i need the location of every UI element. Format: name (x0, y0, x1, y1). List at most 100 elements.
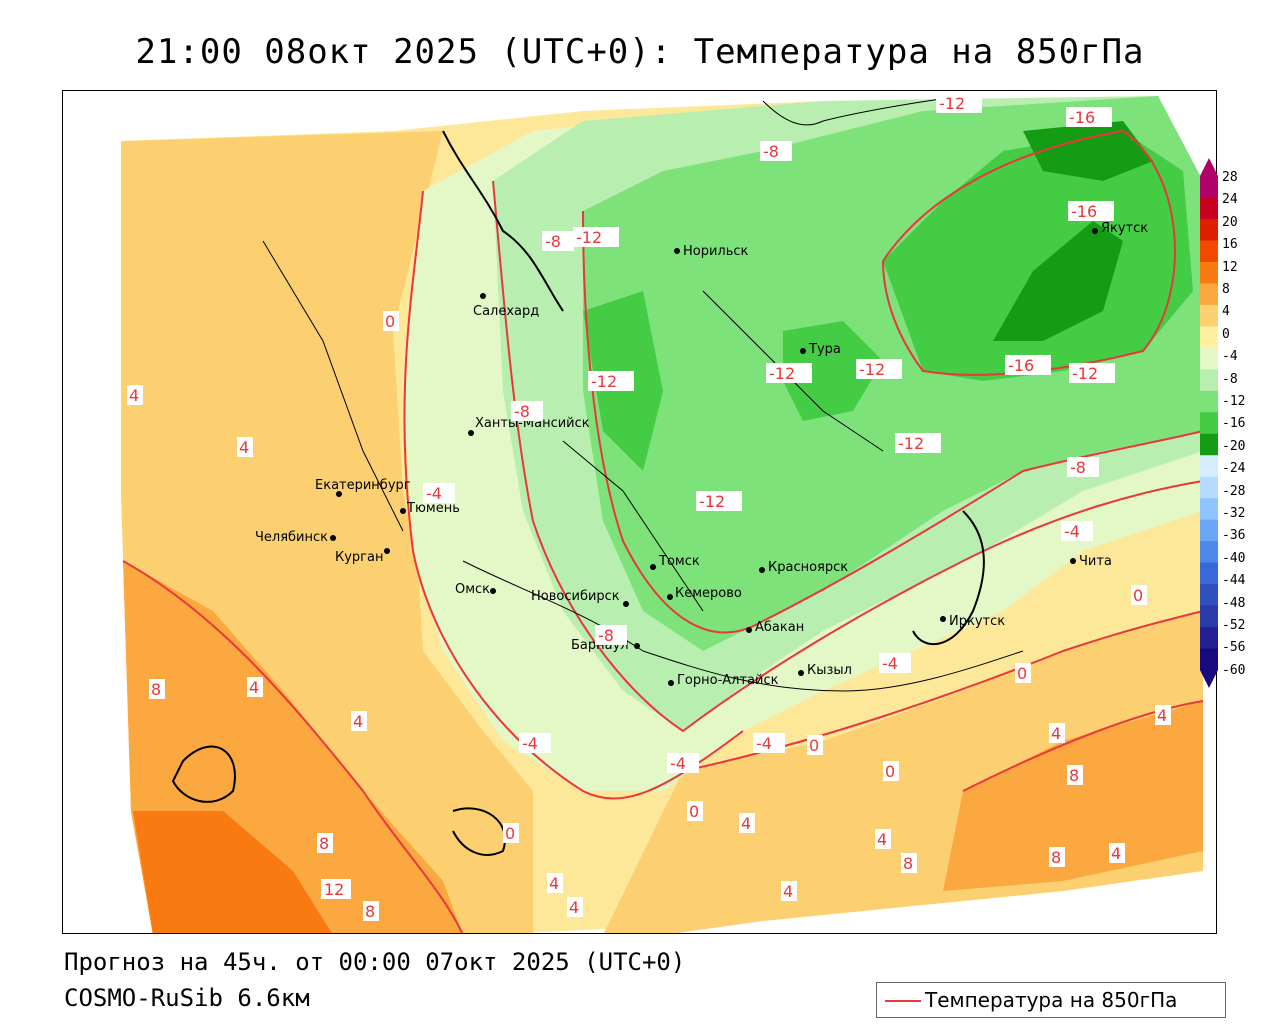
contour-label: 12 (321, 879, 351, 899)
colorbar-tick-label: -24 (1222, 461, 1246, 477)
svg-text:8: 8 (1051, 848, 1061, 867)
colorbar-bottom-arrow (1200, 670, 1218, 688)
city-chelyabinsk[interactable]: Челябинск (255, 530, 336, 545)
city-omsk[interactable]: Омск (455, 582, 496, 597)
contour-label: 4 (127, 385, 143, 405)
contour-label: 4 (351, 711, 367, 731)
colorbar-tick-label: 28 (1222, 170, 1238, 185)
city-yekaterinburg[interactable]: Екатеринбург (315, 478, 411, 497)
colorbar-cell (1200, 326, 1218, 349)
svg-text:-12: -12 (699, 492, 725, 511)
isotherm-minus8 (582, 210, 1204, 634)
svg-text:Норильск: Норильск (683, 244, 749, 259)
svg-text:4: 4 (741, 814, 751, 833)
colorbar-cell (1200, 412, 1218, 435)
contour-label: 8 (1049, 847, 1065, 867)
contour-label: -16 (1005, 355, 1051, 375)
city-novosibirsk[interactable]: Новосибирск (531, 589, 629, 607)
isotherm-minus12 (882, 129, 1176, 376)
city-kemerovo[interactable]: Кемерово (667, 586, 742, 601)
svg-text:8: 8 (1069, 766, 1079, 785)
city-chita[interactable]: Чита (1070, 554, 1112, 569)
city-kurgan[interactable]: Курган (335, 548, 390, 565)
svg-text:8: 8 (365, 902, 375, 921)
colorbar-cell (1200, 648, 1218, 671)
contour-label: -4 (753, 733, 785, 753)
contour-label: 4 (1109, 843, 1125, 863)
colorbar-cell (1200, 369, 1218, 392)
svg-text:4: 4 (1051, 724, 1061, 743)
city-tomsk[interactable]: Томск (650, 554, 700, 570)
city-kyzyl[interactable]: Кызыл (798, 663, 852, 678)
region-minus16 (883, 131, 1193, 381)
contour-labels: -12 -16 -16 -8 -12 -8 -12 -12 -12 -12 -1… (127, 93, 1171, 921)
contour-label: 0 (503, 823, 519, 843)
svg-text:8: 8 (151, 680, 161, 699)
contour-label: -12 (936, 93, 982, 113)
contour-label: -4 (423, 483, 455, 503)
colorbar-cell (1200, 240, 1218, 263)
contour-label: 4 (1155, 705, 1171, 725)
svg-text:-12: -12 (769, 364, 795, 383)
svg-text:Омск: Омск (455, 582, 490, 597)
city-tura[interactable]: Тура (800, 342, 841, 357)
svg-text:Якутск: Якутск (1101, 221, 1148, 236)
svg-text:-8: -8 (514, 402, 530, 421)
svg-text:Тюмень: Тюмень (406, 501, 460, 516)
contour-label: -12 (856, 359, 902, 379)
contour-label: 4 (781, 881, 797, 901)
colorbar-cell (1200, 390, 1218, 413)
colorbar-cell (1200, 562, 1218, 585)
contour-label: 4 (547, 873, 563, 893)
colorbar-cell (1200, 261, 1218, 284)
svg-text:-12: -12 (859, 360, 885, 379)
isotherm-southeast (962, 700, 1204, 792)
svg-text:8: 8 (903, 854, 913, 873)
coastline-taymyr (762, 95, 964, 126)
colorbar-cell (1200, 476, 1218, 499)
contour-label: 8 (317, 833, 333, 853)
colorbar-cell (1200, 498, 1218, 521)
city-salekhard[interactable]: Салехард (473, 293, 539, 319)
city-krasnoyarsk[interactable]: Красноярск (759, 560, 848, 575)
colorbar-tick-label: 8 (1222, 282, 1230, 297)
svg-text:Иркутск: Иркутск (949, 614, 1005, 629)
city-irkutsk[interactable]: Иркутск (940, 614, 1005, 629)
svg-text:-4: -4 (426, 484, 442, 503)
contour-label: -12 (1069, 363, 1115, 383)
contour-label: -12 (588, 371, 634, 391)
model-name: COSMO-RuSib 6.6км (64, 984, 310, 1012)
svg-text:4: 4 (239, 438, 249, 457)
isotherm-0 (403, 190, 744, 800)
colorbar-tick-label: -28 (1222, 483, 1246, 499)
svg-text:-12: -12 (1072, 364, 1098, 383)
contour-label: 0 (883, 761, 899, 781)
city-abakan[interactable]: Абакан (746, 620, 804, 635)
colorbar-tick-label: -32 (1222, 506, 1246, 521)
contour-label: 8 (363, 901, 379, 921)
city-norilsk[interactable]: Норильск (674, 244, 749, 259)
contour-label: 4 (567, 897, 583, 917)
city-tyumen[interactable]: Тюмень (400, 501, 460, 516)
legend: Температура на 850гПа (876, 982, 1226, 1018)
region-minus20-yakutia (993, 221, 1123, 341)
region-southeast-8 (943, 701, 1203, 891)
city-khanty-mansiysk[interactable]: Ханты-Мансийск (468, 416, 590, 436)
contour-label: -16 (1068, 201, 1114, 221)
svg-text:-8: -8 (598, 626, 614, 645)
legend-line-swatch (885, 1000, 921, 1002)
svg-text:Кызыл: Кызыл (807, 663, 852, 678)
contour-label: 8 (1067, 765, 1083, 785)
svg-text:Кемерово: Кемерово (675, 586, 742, 601)
colorbar-tick-label: -12 (1222, 394, 1246, 409)
svg-text:4: 4 (877, 830, 887, 849)
colorbar-tick-label: -40 (1222, 550, 1246, 566)
colorbar-cell (1200, 519, 1218, 542)
svg-text:Салехард: Салехард (473, 304, 539, 319)
map-area[interactable]: Норильск Салехард Тура Якутск Ханты-Манс… (62, 90, 1217, 934)
svg-text:4: 4 (353, 712, 363, 731)
contour-label: -8 (1067, 457, 1099, 477)
city-gorno-altaysk[interactable]: Горно-Алтайск (668, 673, 779, 688)
city-yakutsk[interactable]: Якутск (1092, 221, 1148, 236)
contour-label: 4 (739, 813, 755, 833)
